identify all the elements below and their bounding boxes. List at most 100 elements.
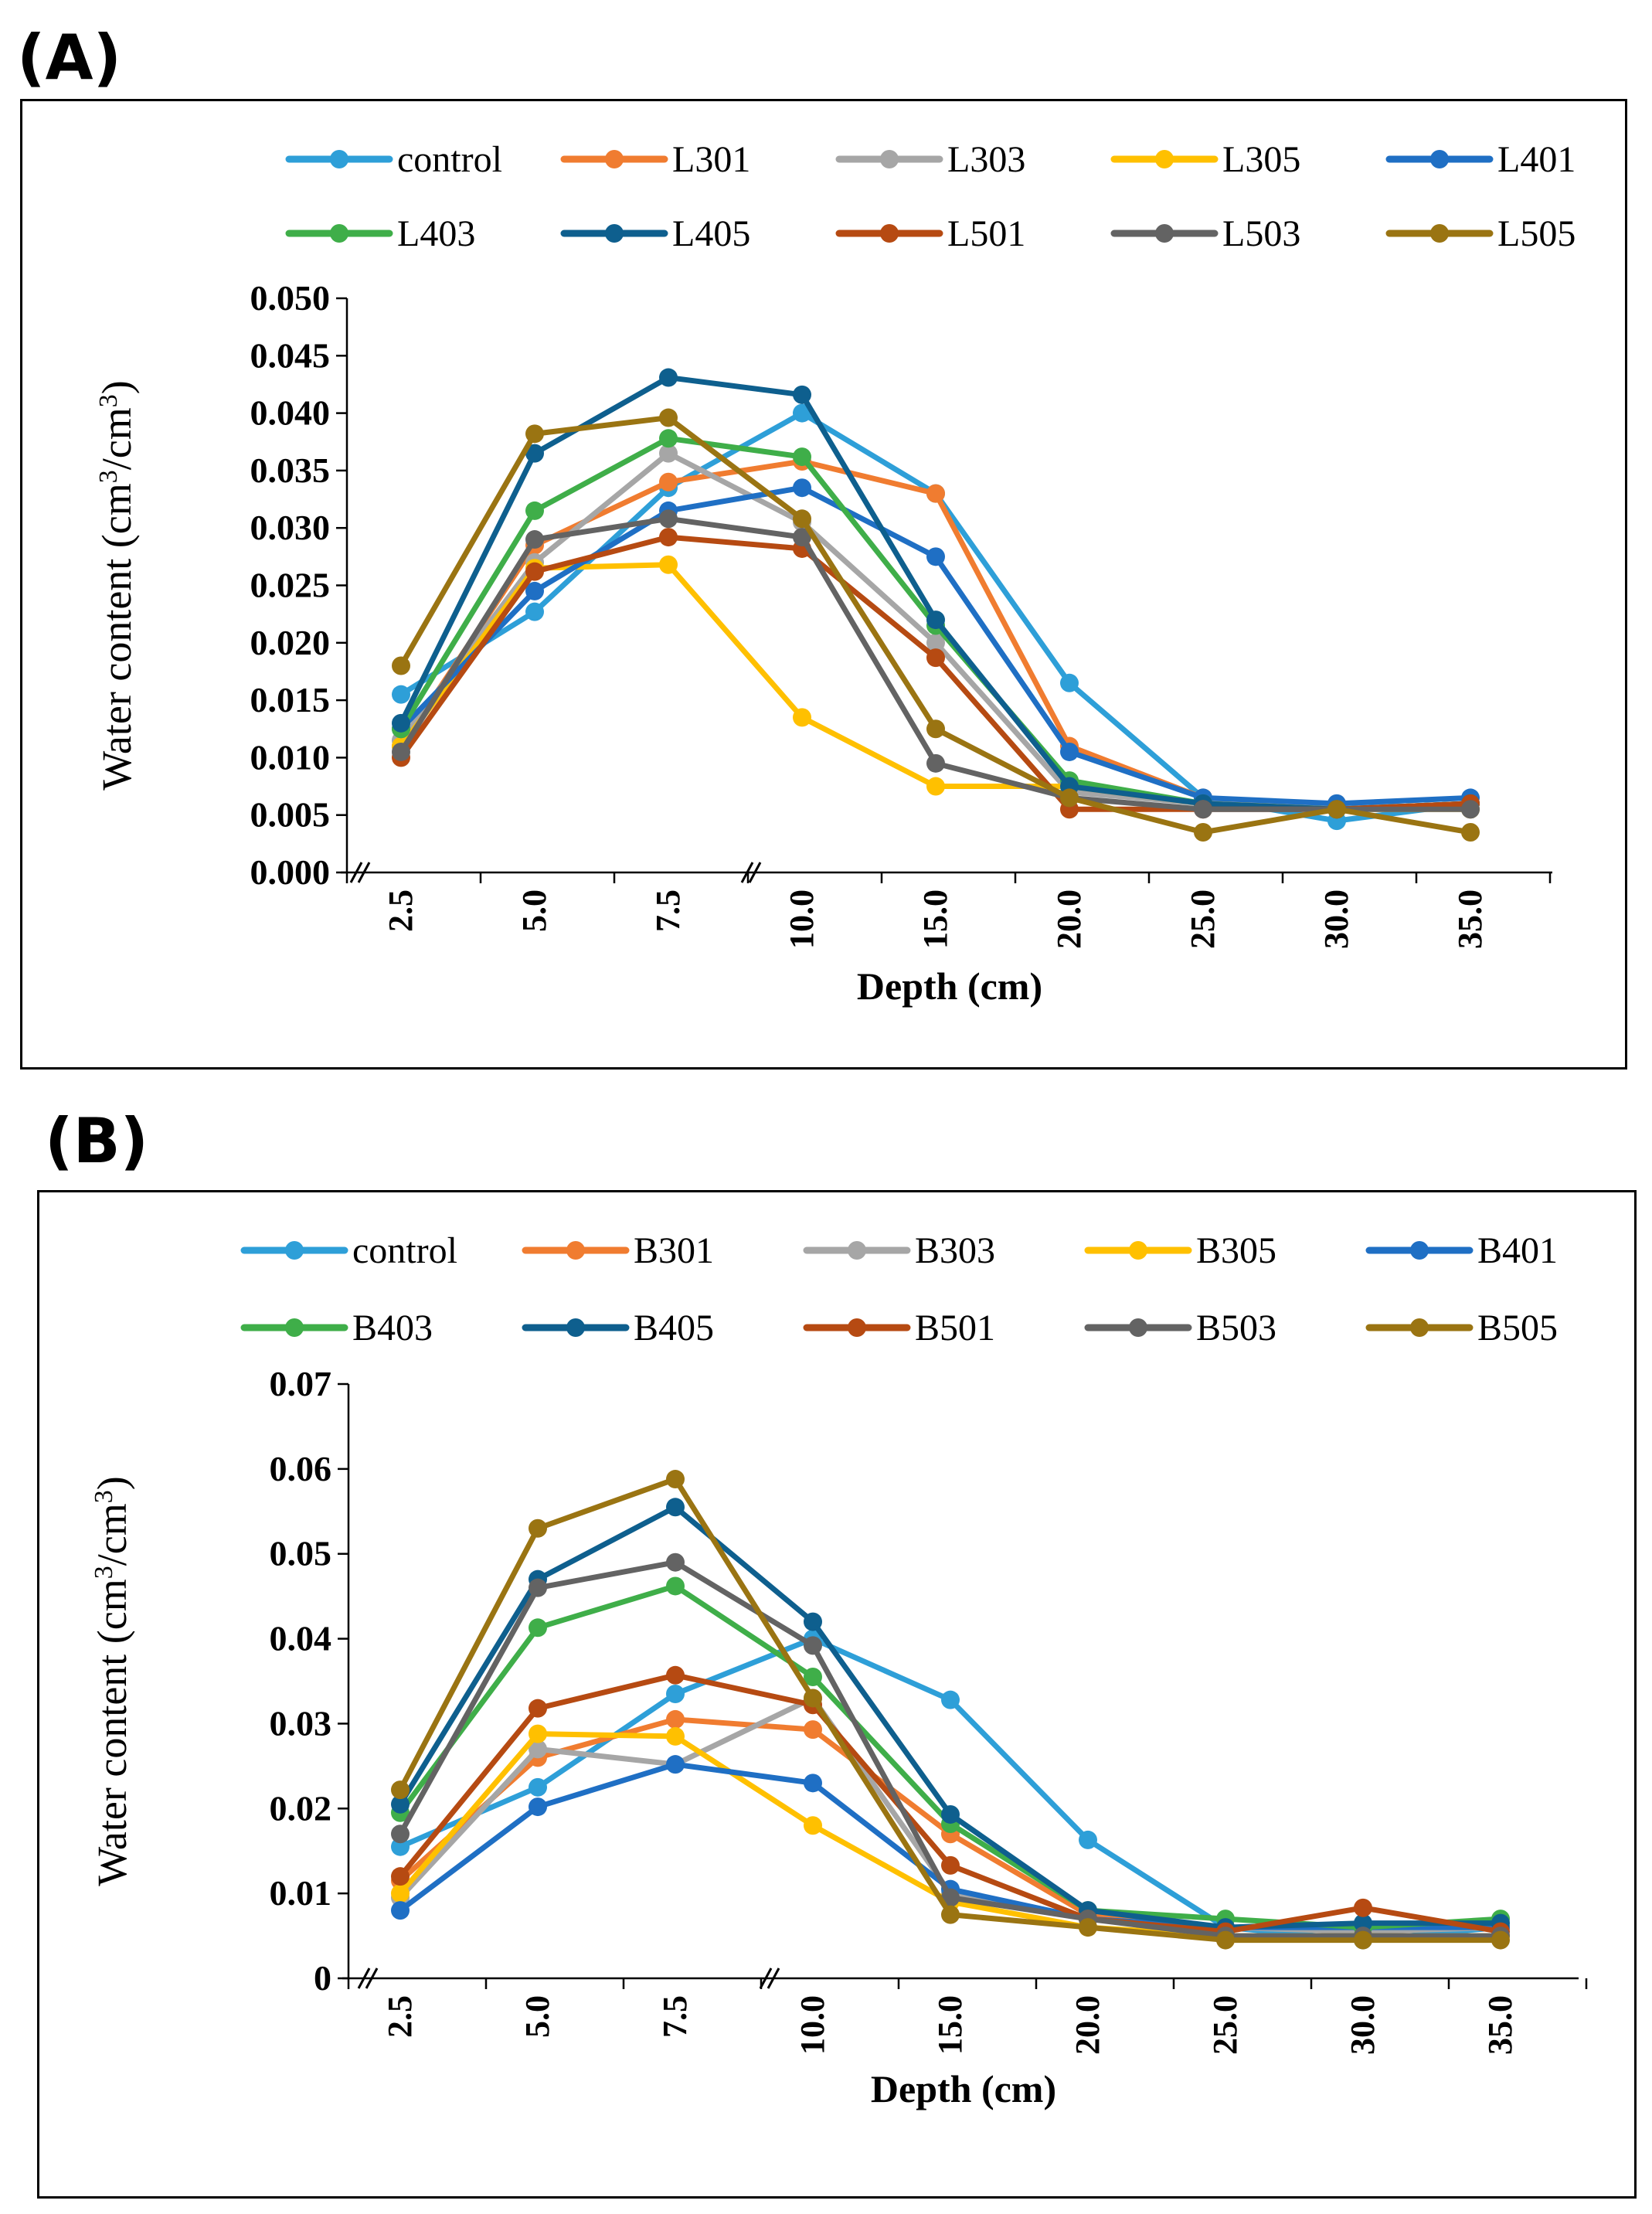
panel-b-label: (B) bbox=[45, 1105, 149, 1177]
data-point-control bbox=[525, 602, 544, 621]
y-axis-title: Water content (cm3/cm3) bbox=[93, 380, 140, 790]
legend-marker-L501 bbox=[880, 224, 899, 243]
legend-marker-L301 bbox=[605, 150, 624, 168]
data-point-B403 bbox=[804, 1668, 822, 1687]
legend-label-L403[interactable]: L403 bbox=[397, 213, 475, 254]
chart-a: control L301 L303 L305 L401 L403 L405 L501 L503 L… bbox=[93, 139, 1576, 1008]
data-point-L503 bbox=[392, 742, 410, 761]
data-point-B403 bbox=[666, 1576, 685, 1596]
panel-b-frame: control B301 B303 B305 B401 B403 B405 B501 B503 B… bbox=[37, 1190, 1637, 2199]
data-point-B305 bbox=[804, 1816, 822, 1835]
data-point-L405 bbox=[525, 444, 544, 463]
data-point-control bbox=[941, 1690, 960, 1709]
data-point-L503 bbox=[793, 528, 811, 547]
data-point-B301 bbox=[804, 1720, 822, 1740]
legend-label-B503[interactable]: B503 bbox=[1196, 1308, 1276, 1348]
y-tick-label: 0 bbox=[314, 1958, 331, 1998]
legend-label-control[interactable]: control bbox=[397, 139, 502, 180]
data-point-B505 bbox=[1491, 1930, 1510, 1950]
x-tick-label: 10.0 bbox=[794, 1995, 831, 2055]
data-point-B305 bbox=[391, 1884, 410, 1903]
data-point-B505 bbox=[391, 1780, 410, 1800]
data-point-control bbox=[391, 1837, 410, 1856]
legend-label-B401[interactable]: B401 bbox=[1477, 1230, 1558, 1271]
legend-label-L401[interactable]: L401 bbox=[1497, 139, 1576, 180]
data-point-L405 bbox=[926, 610, 945, 630]
y-tick-label: 0.02 bbox=[270, 1788, 332, 1828]
legend-marker-B405 bbox=[566, 1318, 585, 1337]
legend-label-B303[interactable]: B303 bbox=[915, 1230, 995, 1271]
x-tick-label: 10.0 bbox=[783, 889, 821, 949]
y-tick-label: 0.07 bbox=[270, 1364, 332, 1403]
legend-marker-B503 bbox=[1129, 1318, 1147, 1337]
y-tick-label: 0.000 bbox=[250, 852, 331, 892]
data-point-L503 bbox=[525, 530, 544, 549]
x-tick-label: 25.0 bbox=[1206, 1995, 1244, 2055]
y-tick-label: 0.040 bbox=[250, 393, 331, 433]
data-point-L305 bbox=[926, 777, 945, 796]
data-point-B505 bbox=[529, 1519, 547, 1538]
data-point-L403 bbox=[793, 447, 811, 467]
series-line-B403 bbox=[397, 1583, 1504, 1930]
legend-label-L505[interactable]: L505 bbox=[1497, 213, 1576, 254]
legend-label-L405[interactable]: L405 bbox=[672, 213, 750, 254]
y-tick-label: 0.030 bbox=[250, 508, 331, 547]
legend-label-L305[interactable]: L305 bbox=[1222, 139, 1300, 180]
legend-label-B405[interactable]: B405 bbox=[634, 1308, 714, 1348]
data-point-L505 bbox=[1327, 800, 1346, 819]
data-point-B505 bbox=[1079, 1918, 1097, 1937]
x-tick-label: 35.0 bbox=[1481, 1995, 1519, 2055]
y-tick-label: 0.035 bbox=[250, 451, 331, 490]
data-point-control bbox=[793, 403, 811, 423]
legend-label-B403[interactable]: B403 bbox=[352, 1308, 433, 1348]
axis-break-mark bbox=[748, 862, 762, 883]
data-point-control bbox=[1079, 1830, 1097, 1849]
legend-label-B301[interactable]: B301 bbox=[634, 1230, 714, 1271]
data-point-B301 bbox=[666, 1709, 685, 1729]
legend-label-control[interactable]: control bbox=[352, 1230, 457, 1271]
data-point-L505 bbox=[392, 656, 410, 675]
legend-marker-B403 bbox=[285, 1318, 304, 1337]
data-point-B401 bbox=[666, 1755, 685, 1774]
legend-label-B505[interactable]: B505 bbox=[1477, 1308, 1558, 1348]
legend-label-L303[interactable]: L303 bbox=[947, 139, 1025, 180]
panel-a-frame: control L301 L303 L305 L401 L403 L405 L501 L503 L… bbox=[20, 99, 1627, 1070]
data-point-L503 bbox=[1461, 800, 1480, 819]
data-point-B503 bbox=[666, 1553, 685, 1572]
legend-label-B305[interactable]: B305 bbox=[1196, 1230, 1276, 1271]
data-point-L501 bbox=[926, 648, 945, 668]
legend-marker-B501 bbox=[848, 1318, 866, 1337]
x-tick-label: 30.0 bbox=[1317, 889, 1355, 949]
legend-marker-L505 bbox=[1430, 224, 1449, 243]
legend-marker-L405 bbox=[605, 224, 624, 243]
x-tick-label: 2.5 bbox=[381, 1995, 419, 2038]
y-tick-label: 0.045 bbox=[250, 335, 331, 375]
data-point-B503 bbox=[941, 1888, 960, 1907]
data-point-B401 bbox=[529, 1797, 547, 1817]
data-point-B505 bbox=[941, 1905, 960, 1924]
y-tick-label: 0.005 bbox=[250, 795, 331, 835]
data-point-L505 bbox=[793, 509, 811, 529]
data-point-L503 bbox=[1194, 800, 1212, 819]
legend-label-L503[interactable]: L503 bbox=[1222, 213, 1300, 254]
data-point-L505 bbox=[659, 408, 678, 427]
data-point-L505 bbox=[1194, 822, 1212, 842]
legend-marker-B401 bbox=[1410, 1241, 1429, 1260]
data-point-B503 bbox=[391, 1825, 410, 1844]
axis-break-mark bbox=[767, 1967, 780, 1989]
data-point-control bbox=[666, 1684, 685, 1703]
y-tick-label: 0.04 bbox=[270, 1619, 332, 1658]
data-point-control bbox=[1060, 673, 1079, 692]
x-tick-label: 5.0 bbox=[515, 889, 553, 932]
data-point-L501 bbox=[659, 528, 678, 547]
legend-label-B501[interactable]: B501 bbox=[915, 1308, 995, 1348]
data-point-B305 bbox=[666, 1726, 685, 1746]
data-point-L301 bbox=[926, 484, 945, 503]
data-point-L505 bbox=[1461, 822, 1480, 842]
legend-label-L301[interactable]: L301 bbox=[672, 139, 750, 180]
axis-break-mark bbox=[349, 862, 363, 883]
data-point-L405 bbox=[793, 385, 811, 404]
legend-label-L501[interactable]: L501 bbox=[947, 213, 1025, 254]
axis-break-mark bbox=[357, 1967, 371, 1989]
panel-a-label: (A) bbox=[17, 22, 122, 94]
